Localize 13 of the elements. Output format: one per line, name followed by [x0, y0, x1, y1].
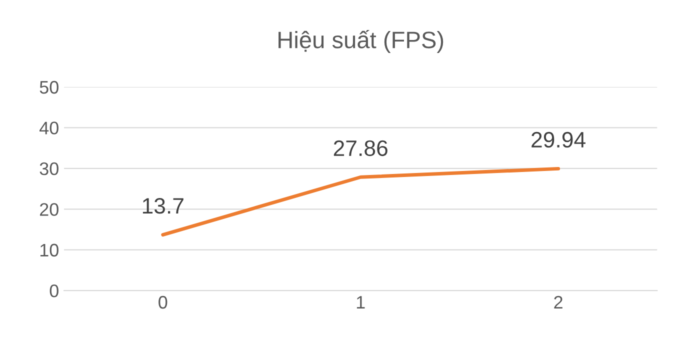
x-tick-label: 0 — [158, 296, 168, 309]
y-tick-label: 40 — [40, 122, 58, 134]
x-tick-label: 2 — [554, 296, 562, 309]
data-label: 29.94 — [532, 132, 586, 148]
y-tick-label: 20 — [40, 203, 58, 216]
chart-title: Hiệu suất (FPS) — [278, 30, 444, 53]
y-tick-label: 30 — [40, 162, 58, 176]
x-tick-label: 1 — [356, 296, 365, 309]
data-label: 27.86 — [334, 140, 388, 156]
y-tick-label: 0 — [50, 284, 58, 298]
y-tick-label: 10 — [40, 244, 58, 257]
data-label: 13.7 — [142, 198, 184, 214]
y-tick-label: 50 — [40, 80, 58, 94]
